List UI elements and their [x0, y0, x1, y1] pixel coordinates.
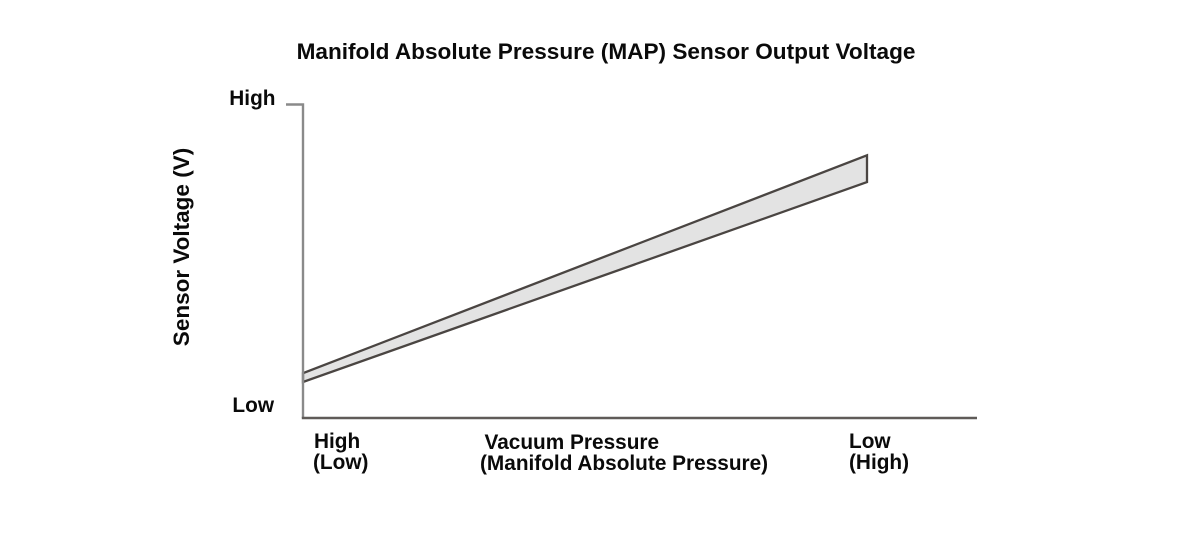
svg-text:Low: Low — [849, 430, 891, 453]
svg-text:(High): (High) — [849, 451, 909, 474]
svg-text:Low: Low — [232, 394, 274, 417]
svg-text:(Low): (Low) — [313, 451, 368, 474]
svg-text:Vacuum Pressure: Vacuum Pressure — [485, 431, 660, 454]
svg-text:High: High — [229, 87, 275, 110]
svg-text:Sensor Voltage (V): Sensor Voltage (V) — [169, 148, 194, 346]
svg-text:(Manifold Absolute Pressure): (Manifold Absolute Pressure) — [480, 452, 768, 475]
svg-text:High: High — [314, 430, 360, 453]
svg-text:Manifold Absolute Pressure (MA: Manifold Absolute Pressure (MAP) Sensor … — [297, 39, 916, 64]
